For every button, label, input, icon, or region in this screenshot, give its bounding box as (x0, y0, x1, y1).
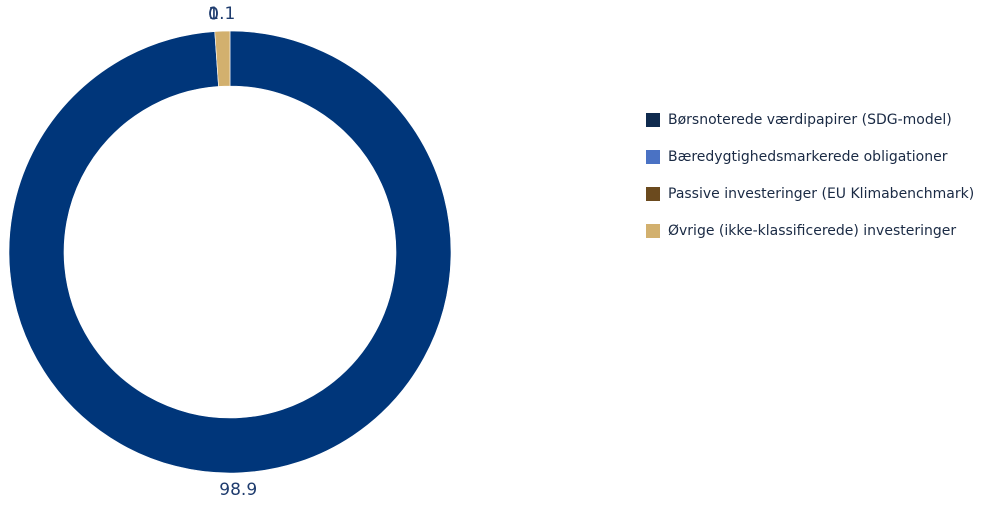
data-label-b-rsnoterede-v-rdipapirer-sdg-model: 98.9 (219, 480, 257, 500)
legend-item-passive: Passive investeringer (EU Klimabenchmark… (646, 175, 974, 212)
chart-legend: Børsnoterede værdipapirer (SDG-model) Bæ… (646, 101, 974, 249)
legend-label: Bæredygtighedsmarkerede obligationer (668, 148, 948, 165)
legend-item-borsnoterede: Børsnoterede værdipapirer (SDG-model) (646, 101, 974, 138)
data-label-vrige-ikke-klassificerede-investeringer: 1.1 (208, 4, 235, 24)
legend-label: Børsnoterede værdipapirer (SDG-model) (668, 111, 952, 128)
slice-vrige-ikke-klassificerede-investeringer (214, 30, 231, 87)
legend-swatch (646, 112, 660, 127)
data-label-passive-investeringer-eu-klimabenchmark: 0 (208, 5, 219, 25)
legend-label: Passive investeringer (EU Klimabenchmark… (668, 185, 975, 202)
legend-swatch (646, 223, 660, 238)
legend-label: Øvrige (ikke-klassificerede) investering… (668, 222, 957, 239)
legend-item-baeredygtighedsmarkerede: Bæredygtighedsmarkerede obligationer (646, 138, 974, 175)
legend-swatch (646, 149, 660, 164)
legend-swatch (646, 186, 660, 201)
data-label-b-redygtighedsmarkerede-obligationer: 0 (208, 5, 219, 25)
legend-item-ovrige: Øvrige (ikke-klassificerede) investering… (646, 212, 974, 249)
donut-slices (8, 30, 452, 474)
slice-b-rsnoterede-v-rdipapirer-sdg-model (8, 30, 452, 474)
